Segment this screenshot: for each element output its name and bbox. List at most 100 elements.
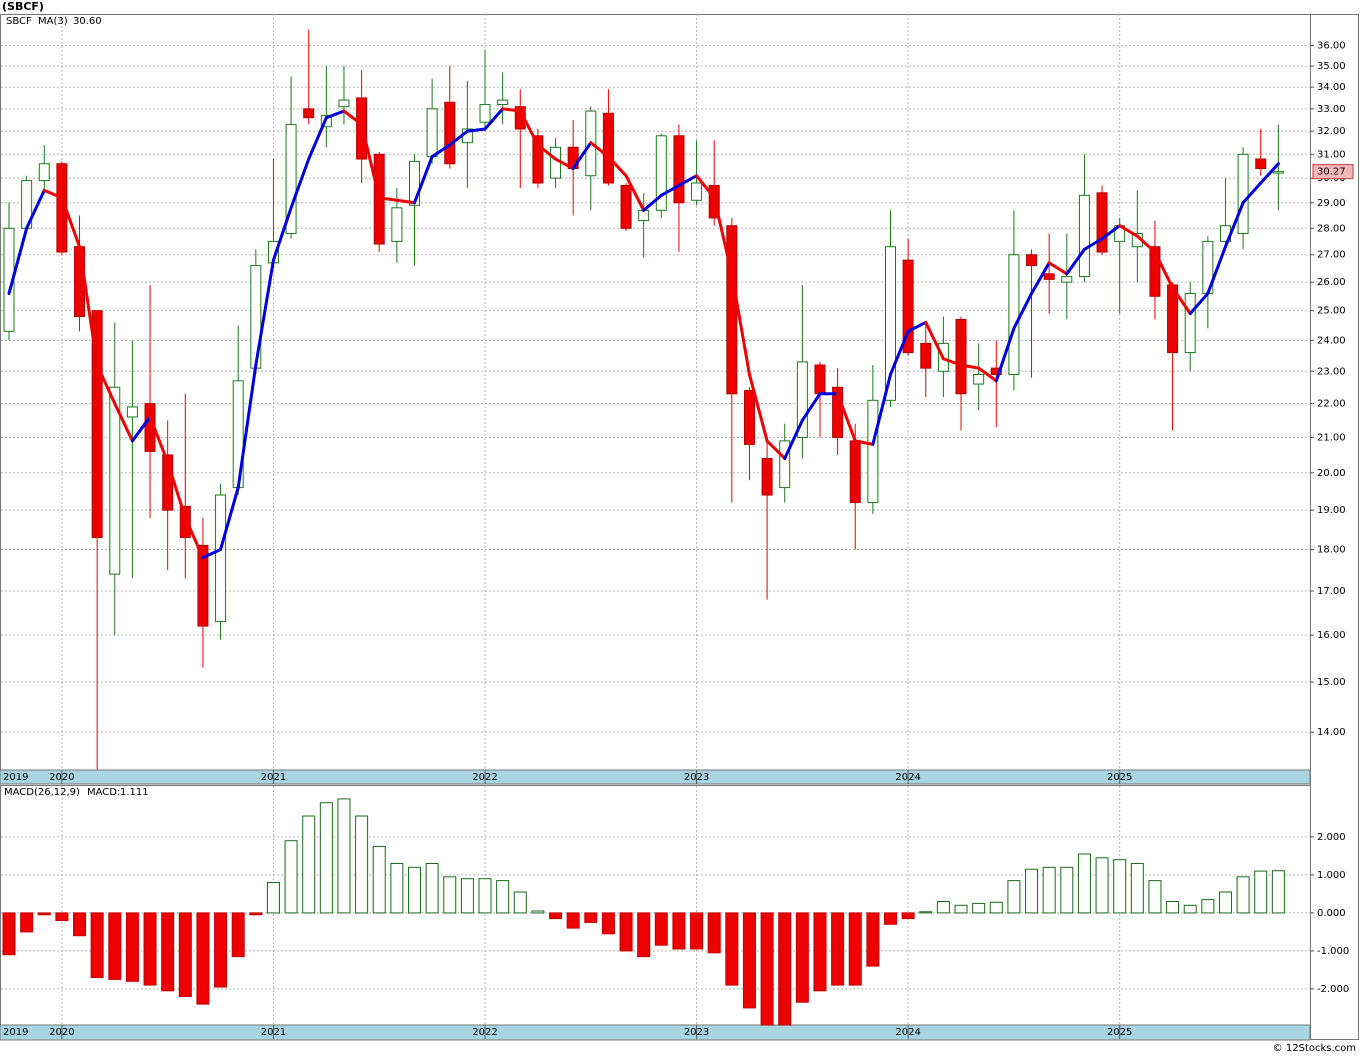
- macd-bar: [407, 866, 421, 914]
- macd-bar: [460, 878, 474, 914]
- ma-line: [606, 155, 628, 178]
- ma-line: [342, 109, 364, 126]
- ma-line: [25, 188, 46, 230]
- ma-line: [289, 157, 311, 210]
- ma-line: [871, 372, 892, 446]
- macd-bar: [972, 902, 986, 914]
- macd-bar: [1095, 857, 1109, 914]
- ma-line: [42, 188, 64, 200]
- macd-bar: [1271, 870, 1285, 914]
- macd-bar: [795, 912, 809, 1003]
- ma-line: [1171, 286, 1192, 316]
- candle-body: [285, 123, 297, 235]
- candle-body: [1184, 292, 1196, 354]
- macd-bar: [1025, 868, 1039, 914]
- legend-symbol: SBCF: [6, 16, 32, 27]
- ma-line: [730, 272, 751, 376]
- ma-line: [695, 174, 716, 200]
- macd-bar: [390, 863, 404, 914]
- macd-bar: [196, 912, 210, 1005]
- macd-bar: [831, 912, 845, 986]
- candle-body: [550, 146, 562, 179]
- candle-body: [391, 207, 403, 242]
- legend-ma-value: 30.60: [73, 16, 102, 27]
- macd-bar: [1236, 876, 1250, 914]
- ma-line: [959, 363, 981, 370]
- macd-bar: [584, 912, 598, 923]
- x-tick-label: 2019: [3, 772, 28, 783]
- candle-body: [1096, 192, 1108, 253]
- macd-bar: [1148, 880, 1162, 914]
- ma-line: [166, 460, 187, 520]
- macd-bar: [108, 912, 122, 980]
- ma-line: [1206, 245, 1227, 295]
- y-tick-label: 21.00: [1317, 432, 1346, 443]
- candle-body: [74, 246, 86, 318]
- x-tick-label: 2022: [472, 772, 497, 783]
- y-tick-label: 15.00: [1317, 677, 1346, 688]
- x-tick-label: 2021: [261, 772, 286, 783]
- macd-bar: [566, 912, 580, 929]
- x-tick-label: 2020: [49, 772, 74, 783]
- macd-bar: [954, 904, 968, 914]
- macd-bar: [443, 876, 457, 914]
- candle-body: [796, 361, 808, 438]
- candle-body: [849, 440, 861, 504]
- candle-body: [1149, 246, 1161, 297]
- candle-body: [444, 101, 456, 165]
- macd-bar: [20, 912, 34, 933]
- macd-bar: [690, 912, 704, 950]
- x-tick-label: 2024: [895, 772, 920, 783]
- macd-bar: [496, 880, 510, 914]
- ma-line: [430, 143, 452, 159]
- x-tick-label: 2023: [684, 1027, 709, 1038]
- ma-line: [78, 245, 99, 367]
- macd-bar: [1007, 880, 1021, 914]
- macd-bar: [143, 912, 157, 986]
- y-tick-label: 25.00: [1317, 306, 1346, 317]
- y-tick-label: 23.00: [1317, 366, 1346, 377]
- ma-line: [395, 198, 416, 205]
- ma-line: [412, 155, 434, 205]
- ma-line: [589, 141, 610, 159]
- macd-bar: [55, 912, 69, 922]
- macd-bar: [1130, 863, 1144, 914]
- ma-line: [130, 415, 152, 443]
- macd-bar: [760, 912, 774, 1026]
- x-tick-label: 2020: [49, 1027, 74, 1038]
- ma-line: [906, 320, 928, 333]
- y-tick-label: 2.000: [1317, 832, 1346, 843]
- ma-line: [554, 157, 575, 171]
- ma-line: [783, 418, 804, 460]
- ma-line: [236, 363, 258, 490]
- ma-line: [1030, 261, 1051, 295]
- macd-bar: [355, 815, 369, 914]
- candle-body: [867, 399, 879, 504]
- y-tick-label: 28.00: [1317, 223, 1346, 234]
- candle-body: [1008, 254, 1020, 375]
- ma-line: [765, 439, 787, 460]
- macd-bar: [637, 912, 651, 958]
- candle-body: [955, 318, 967, 395]
- y-tick-label: 1.000: [1317, 870, 1346, 881]
- candle-body: [655, 135, 667, 211]
- candle-body: [1078, 194, 1090, 278]
- ma-line: [1223, 201, 1245, 249]
- candle-body: [638, 209, 650, 222]
- x-tick-label: 2022: [472, 1027, 497, 1038]
- candle-body: [920, 342, 932, 369]
- ma-line: [836, 392, 857, 443]
- ma-line: [518, 109, 540, 147]
- ma-line: [1047, 261, 1069, 276]
- ma-line: [60, 196, 82, 249]
- y-tick-label: 27.00: [1317, 250, 1346, 261]
- candle-body: [743, 390, 755, 445]
- candle-body: [1026, 254, 1038, 267]
- candle-body: [479, 103, 491, 123]
- candle-body: [303, 108, 315, 119]
- macd-bar: [901, 912, 915, 920]
- macd-bar: [1201, 899, 1215, 914]
- y-tick-label: -2.000: [1317, 984, 1349, 995]
- ma-line: [113, 402, 134, 443]
